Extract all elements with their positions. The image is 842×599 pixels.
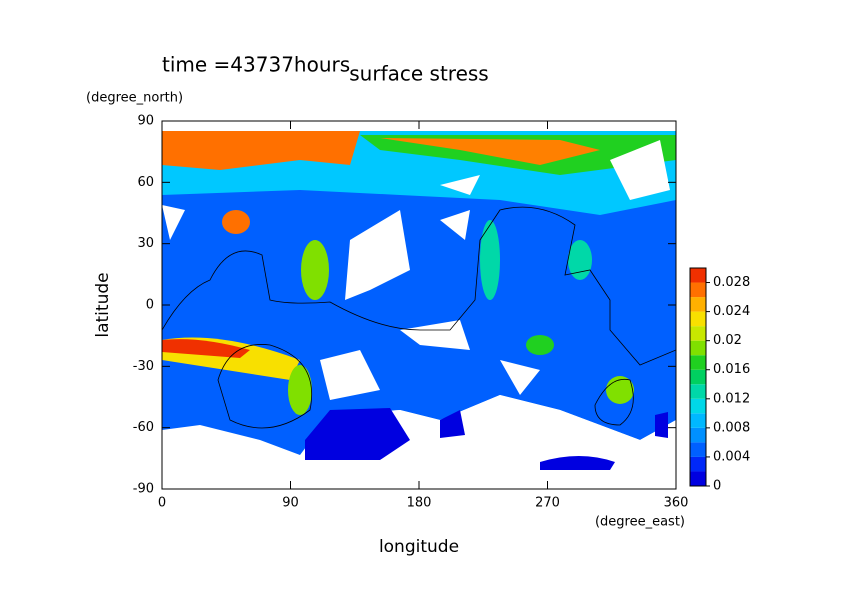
y-tick-label: 30 [137, 236, 154, 251]
colorbar-band [690, 297, 706, 312]
colorbar-band [690, 427, 706, 443]
colorbar-band [690, 413, 706, 428]
colorbar-band [690, 398, 706, 414]
y-axis-label: latitude [93, 272, 113, 337]
colorbar-label: 0.028 [713, 275, 750, 290]
colorbar-label: 0.004 [713, 449, 750, 464]
colorbar-label: 0.024 [713, 304, 750, 319]
y-tick-label: -60 [133, 420, 154, 435]
x-unit: (degree_east) [595, 515, 685, 530]
y-unit: (degree_north) [86, 91, 183, 106]
colorbar-band [690, 471, 706, 486]
y-tick-label: 60 [137, 175, 154, 190]
time-label: time =43737hours [162, 53, 350, 77]
chart-title: surface stress [349, 62, 488, 86]
colorbar-band [690, 384, 706, 399]
colorbar-label: 0 [713, 479, 721, 494]
colorbar-band [690, 340, 706, 356]
x-axis-label: longitude [379, 537, 459, 557]
colorbar-band [690, 326, 706, 341]
x-tick-label: 270 [535, 496, 560, 511]
colorbar-band [690, 369, 706, 385]
y-tick-label: -90 [133, 482, 154, 497]
colorbar-band [690, 311, 706, 327]
colorbar-band [690, 282, 706, 298]
colorbar-label: 0.012 [713, 391, 750, 406]
colorbar-label: 0.02 [713, 333, 742, 348]
x-tick-label: 90 [282, 496, 299, 511]
y-tick-label: 0 [146, 298, 154, 313]
x-tick-label: 0 [158, 496, 166, 511]
colorbar-band [690, 355, 706, 370]
colorbar-frame [689, 267, 707, 487]
colorbar-label: 0.016 [713, 362, 750, 377]
colorbar-band [690, 268, 706, 283]
colorbar-label: 0.008 [713, 420, 750, 435]
field [162, 131, 676, 489]
colorbar-band [690, 456, 706, 472]
x-tick-label: 180 [407, 496, 432, 511]
colorbar-band [690, 442, 706, 457]
y-tick-label: 90 [137, 114, 154, 129]
x-tick-label: 360 [664, 496, 689, 511]
y-tick-label: -30 [133, 359, 154, 374]
